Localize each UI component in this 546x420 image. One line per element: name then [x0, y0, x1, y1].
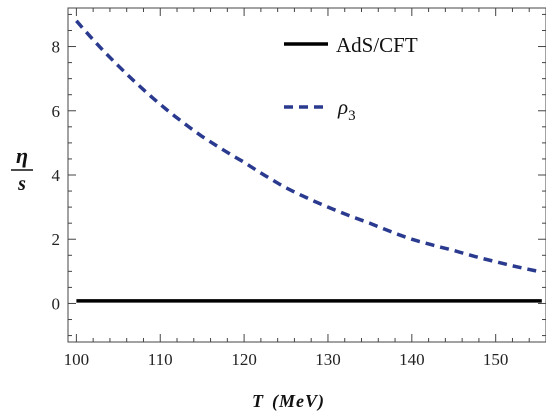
legend: AdS/CFT ρ3 — [284, 33, 418, 124]
x-tick-label: 130 — [315, 350, 341, 369]
y-tick-label: 2 — [52, 230, 61, 249]
x-tick-label: 150 — [483, 350, 509, 369]
x-axis-ticks — [75, 8, 546, 342]
x-axis-tick-labels: 100 110 120 130 140 150 — [64, 350, 509, 369]
y-axis-ticks — [68, 13, 546, 337]
x-tick-label: 140 — [399, 350, 425, 369]
legend-label-rho3: ρ3 — [337, 95, 356, 124]
plot-frame — [67, 7, 546, 343]
x-axis-label: T (MeV) — [252, 391, 325, 412]
y-tick-label: 8 — [52, 38, 61, 57]
x-axis-label-variable: T — [252, 391, 264, 411]
y-tick-label: 6 — [52, 102, 61, 121]
y-axis-label-numerator: η — [16, 143, 28, 168]
x-tick-label: 100 — [64, 350, 90, 369]
x-tick-label: 120 — [231, 350, 257, 369]
series-line-rho3 — [75, 19, 543, 274]
y-tick-label: 0 — [52, 294, 61, 313]
y-axis-tick-labels: 0 2 4 6 8 — [52, 38, 61, 314]
x-axis-label-unit: (MeV) — [272, 391, 325, 412]
y-axis-label: η s — [11, 143, 33, 195]
x-tick-label: 110 — [148, 350, 173, 369]
y-tick-label: 4 — [52, 166, 61, 185]
series-layer — [75, 19, 543, 303]
y-axis-label-denominator: s — [17, 173, 26, 195]
legend-label-ads-cft: AdS/CFT — [336, 33, 418, 57]
